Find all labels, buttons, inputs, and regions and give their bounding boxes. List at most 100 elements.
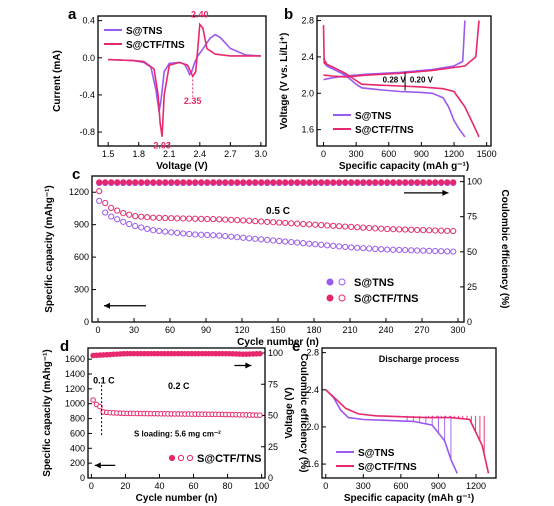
data-point — [390, 179, 397, 186]
x-tick-label: 1.5 — [102, 149, 115, 159]
data-point — [108, 204, 115, 212]
x-tick-label: 900 — [431, 481, 446, 491]
legend-label: S@CTF/TNS — [355, 125, 414, 136]
data-point — [390, 226, 397, 233]
data-point — [318, 179, 325, 186]
data-point — [288, 238, 295, 246]
legend-label: S@CTF/TNS — [126, 40, 185, 51]
data-point — [426, 179, 433, 186]
rate-label: 0.2 C — [168, 381, 190, 391]
y-tick-label: 900 — [74, 220, 89, 230]
data-point — [384, 246, 391, 253]
data-point — [396, 246, 403, 254]
y2-tick-label: 75 — [467, 212, 477, 222]
plot-frame — [316, 15, 492, 147]
data-point — [198, 231, 205, 238]
data-point — [144, 214, 151, 221]
x-tick-label: 600 — [381, 149, 396, 159]
data-point — [372, 245, 379, 252]
legend-label: S@TNS — [355, 111, 392, 122]
y2-axis-label: Coulombic efficiency (%) — [298, 354, 309, 473]
data-point — [432, 179, 439, 186]
data-point — [270, 219, 277, 226]
polarization-label: 0.28 V — [383, 75, 407, 84]
data-point — [228, 216, 235, 223]
legend-label: S@TNS — [354, 277, 394, 289]
data-point — [270, 237, 277, 244]
data-point — [204, 179, 211, 186]
data-point — [450, 248, 457, 255]
panel-a: 1.5 1.8 2.1 2.4 2.7 3.0 -0.8 -0.4 0.0 0.4 Voltage … — [52, 6, 267, 172]
data-point — [342, 243, 349, 251]
data-point — [150, 179, 157, 186]
data-point — [126, 179, 133, 186]
y2-tick-label: 100 — [268, 348, 283, 358]
data-point — [246, 235, 253, 242]
data-point — [372, 179, 379, 186]
legend-label: S@TNS — [126, 26, 163, 37]
data-point — [330, 179, 337, 186]
y-axis-label: Specific capacity (mAhg⁻¹) — [42, 349, 53, 477]
plot-frame — [321, 347, 497, 479]
x-axis-label: Cycle number (n) — [237, 337, 319, 348]
peak-label: 2.40 — [191, 10, 209, 20]
data-point — [198, 179, 205, 186]
x-tick-label: 900 — [414, 149, 429, 159]
data-point — [444, 227, 451, 234]
data-point — [222, 179, 229, 186]
y-tick-label: 1000 — [65, 399, 85, 409]
data-point — [402, 226, 409, 233]
data-point — [338, 294, 346, 302]
data-point — [174, 179, 181, 186]
data-point — [120, 218, 127, 225]
y-tick-label: 2.4 — [306, 385, 319, 395]
data-point — [246, 179, 253, 186]
data-point — [168, 215, 175, 222]
data-point — [186, 230, 193, 238]
y2-tick-label: 0 — [268, 473, 273, 483]
x-tick-label: 240 — [378, 325, 393, 335]
data-point — [432, 247, 439, 255]
data-point — [360, 179, 367, 186]
y2-tick-label: 0 — [467, 317, 472, 327]
data-point — [210, 232, 217, 239]
data-point — [336, 243, 343, 250]
x-tick-label: 0 — [95, 325, 100, 335]
data-point — [366, 245, 373, 252]
data-point — [138, 179, 145, 186]
data-point — [372, 225, 379, 232]
y-tick-label: 2.4 — [301, 52, 314, 62]
x-tick-label: 0 — [323, 481, 328, 491]
x-tick-label: 300 — [356, 481, 371, 491]
data-point — [234, 234, 241, 241]
data-point — [342, 179, 349, 186]
data-point — [132, 213, 139, 220]
data-point — [210, 216, 217, 223]
data-point — [414, 226, 421, 234]
data-point — [180, 230, 187, 237]
data-point — [348, 179, 355, 186]
data-point — [318, 241, 325, 248]
data-point — [192, 179, 199, 186]
data-point — [168, 454, 176, 462]
data-point — [204, 215, 211, 223]
x-tick-label: 180 — [306, 325, 321, 335]
data-point — [258, 218, 265, 225]
x-tick-label: 90 — [201, 325, 211, 335]
plot-frame — [87, 347, 266, 479]
data-point — [264, 218, 271, 225]
data-point — [354, 179, 361, 186]
data-point — [450, 227, 457, 235]
y-tick-label: 2.8 — [301, 16, 314, 26]
data-point — [126, 220, 133, 228]
data-point — [366, 179, 373, 186]
data-point — [408, 179, 415, 186]
y-tick-label: 0.4 — [82, 16, 95, 26]
data-point — [108, 179, 115, 186]
data-point — [192, 215, 199, 222]
y2-tick-label: 50 — [467, 247, 477, 257]
data-point — [326, 278, 334, 286]
y-tick-label: 600 — [74, 252, 89, 262]
y-tick-label: 0.0 — [82, 53, 95, 63]
data-point — [306, 221, 313, 228]
